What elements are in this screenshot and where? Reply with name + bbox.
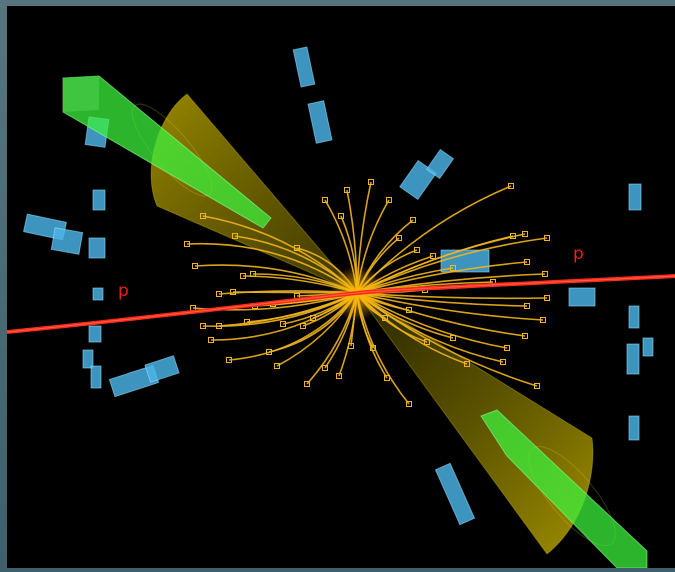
track-hit-marker-1: [184, 241, 190, 247]
track-hit-marker-35: [504, 345, 510, 351]
track-hit-marker-46: [336, 373, 342, 379]
track-hit-marker-34: [522, 333, 528, 339]
calorimeter-deposit-18: [628, 183, 642, 211]
track-hit-marker-7: [200, 213, 206, 219]
track-hit-marker-12: [266, 349, 272, 355]
track-hit-marker-10: [230, 289, 236, 295]
track-hit-marker-50: [280, 321, 286, 327]
track-hit-marker-19: [386, 197, 392, 203]
track-hit-marker-43: [384, 375, 390, 381]
track-hit-marker-53: [240, 273, 246, 279]
track-hit-marker-40: [450, 335, 456, 341]
track-hit-marker-8: [232, 233, 238, 239]
calorimeter-deposit-10: [92, 287, 104, 301]
track-hit-marker-37: [534, 383, 540, 389]
track-hit-marker-36: [508, 183, 514, 189]
track-hit-marker-4: [200, 323, 206, 329]
track-hit-marker-47: [304, 381, 310, 387]
track-hit-marker-21: [410, 217, 416, 223]
track-hit-marker-11: [244, 319, 250, 325]
calorimeter-deposit-9: [88, 237, 106, 259]
beam-label-right: p: [573, 244, 584, 264]
jet-energy-bar-face-upper-left: [63, 76, 99, 112]
calorimeter-deposit-15: [144, 355, 180, 383]
track-hit-marker-58: [382, 315, 388, 321]
track-hit-marker-22: [414, 247, 420, 253]
track-hit-marker-42: [406, 401, 412, 407]
track-hit-marker-44: [370, 345, 376, 351]
track-hit-marker-5: [208, 337, 214, 343]
track-hit-marker-49: [300, 323, 306, 329]
track-hit-marker-2: [192, 263, 198, 269]
beam-label-left: p: [118, 281, 129, 301]
track-hit-marker-13: [216, 291, 222, 297]
track-hit-marker-17: [344, 187, 350, 193]
track-hit-marker-30: [542, 271, 548, 277]
track-hit-marker-57: [310, 315, 316, 321]
track-hit-marker-24: [450, 265, 456, 271]
calorimeter-deposit-2: [307, 100, 333, 144]
event-display: p p: [7, 6, 675, 568]
track-hit-marker-33: [540, 317, 546, 323]
track-hit-marker-59: [406, 307, 412, 313]
track-hit-marker-48: [322, 365, 328, 371]
calorimeter-deposit-4: [425, 148, 455, 180]
track-hit-marker-16: [338, 213, 344, 219]
proton-beam-core: [7, 275, 675, 333]
track-hit-marker-23: [430, 253, 436, 259]
calorimeter-deposit-21: [642, 337, 654, 357]
jet-upper-left: [62, 75, 358, 294]
calorimeter-deposit-17: [568, 287, 596, 307]
calorimeter-deposit-12: [82, 349, 94, 369]
calorimeter-deposit-3: [399, 159, 437, 201]
calorimeter-deposit-20: [626, 343, 640, 375]
track-hit-marker-18: [368, 179, 374, 185]
track-hit-marker-32: [524, 303, 530, 309]
calorimeter-deposit-11: [88, 325, 102, 343]
track-hit-marker-39: [464, 361, 470, 367]
jet-energy-bar-lower-right: [480, 409, 648, 568]
calorimeter-deposit-6: [92, 189, 106, 211]
track-hit-marker-27: [522, 231, 528, 237]
track-hit-marker-55: [274, 363, 280, 369]
track-hit-marker-41: [424, 339, 430, 345]
track-hit-marker-38: [500, 359, 506, 365]
jet-lower-right: [356, 292, 648, 568]
track-hit-marker-6: [226, 357, 232, 363]
track-hit-marker-54: [216, 323, 222, 329]
track-hit-marker-29: [524, 259, 530, 265]
track-hit-marker-15: [322, 197, 328, 203]
track-31: [356, 292, 548, 300]
calorimeter-deposit-22: [628, 415, 640, 441]
track-hit-marker-20: [396, 235, 402, 241]
calorimeter-deposit-1: [292, 46, 316, 88]
calorimeter-deposit-19: [628, 305, 640, 329]
jet-cone-lower-right: [356, 292, 594, 555]
calorimeter-deposit-23: [434, 462, 476, 526]
collision-event-figure: p p: [7, 46, 675, 568]
track-hit-marker-31: [544, 295, 550, 301]
track-hit-marker-28: [544, 235, 550, 241]
track-hit-marker-14: [294, 245, 300, 251]
calorimeter-deposit-13: [90, 365, 102, 389]
calorimeter-deposit-8: [50, 227, 84, 255]
